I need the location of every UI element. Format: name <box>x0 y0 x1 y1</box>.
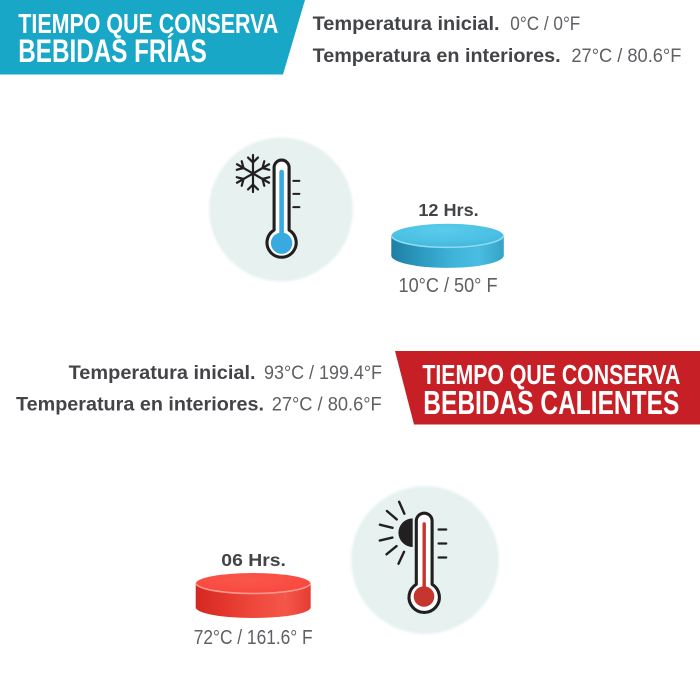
svg-text:Temperatura en interiores.: Temperatura en interiores. <box>313 46 561 67</box>
svg-text:BEBIDAS FRÍAS: BEBIDAS FRÍAS <box>18 32 207 69</box>
svg-text:Temperatura inicial.: Temperatura inicial. <box>313 14 500 35</box>
svg-text:0°C / 0°F: 0°C / 0°F <box>510 14 580 35</box>
svg-text:06 Hrs.: 06 Hrs. <box>221 550 286 570</box>
svg-text:BEBIDAS CALIENTES: BEBIDAS CALIENTES <box>423 384 679 421</box>
svg-text:Temperatura inicial.: Temperatura inicial. <box>69 363 256 384</box>
svg-text:10°C / 50° F: 10°C / 50° F <box>399 275 498 297</box>
svg-text:93°C / 199.4°F: 93°C / 199.4°F <box>264 363 382 384</box>
svg-text:27°C / 80.6°F: 27°C / 80.6°F <box>272 395 382 416</box>
svg-text:72°C / 161.6° F: 72°C / 161.6° F <box>194 627 313 649</box>
svg-text:TIEMPO QUE CONSERVA: TIEMPO QUE CONSERVA <box>18 8 278 39</box>
svg-text:Temperatura en interiores.: Temperatura en interiores. <box>16 395 264 416</box>
svg-text:TIEMPO QUE CONSERVA: TIEMPO QUE CONSERVA <box>422 359 680 390</box>
svg-text:12 Hrs.: 12 Hrs. <box>418 200 478 220</box>
svg-text:27°C / 80.6°F: 27°C / 80.6°F <box>571 46 681 67</box>
